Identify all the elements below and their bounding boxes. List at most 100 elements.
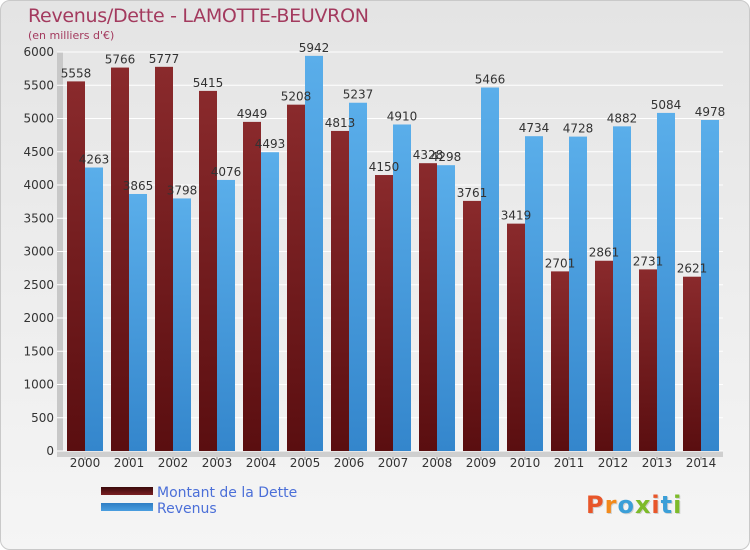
bar-label-dette: 4328 <box>413 148 444 162</box>
bar-label-revenus: 5237 <box>343 88 374 102</box>
bar-dette <box>375 175 393 451</box>
y-tick-label: 2000 <box>23 311 54 325</box>
logo-letter: o <box>617 491 635 519</box>
bar-value-labels: 5558 4263 5766 3865 5777 3798 5415 4076 4949 4493… <box>61 41 726 276</box>
bar-dette <box>683 276 701 451</box>
bar-revenus <box>569 136 587 451</box>
proxiti-logo: Proxiti <box>586 491 682 519</box>
bar-revenus <box>129 193 147 452</box>
bar-dette <box>507 223 525 451</box>
bar-dette <box>287 104 305 451</box>
bar-label-dette: 3419 <box>501 209 532 223</box>
x-axis: 2000 2001 2002 2003 2004 2005 2006 2007 2008 2009… <box>70 456 717 470</box>
bar-label-dette: 5766 <box>105 53 136 67</box>
y-tick-label: 0 <box>46 444 54 458</box>
bar-label-revenus: 5942 <box>299 41 330 55</box>
x-tick-label: 2005 <box>290 456 321 470</box>
bar-label-dette: 2731 <box>633 254 664 268</box>
logo-letter: r <box>604 491 618 519</box>
y-tick-label: 3500 <box>23 211 54 225</box>
bar-label-revenus: 4493 <box>255 137 286 151</box>
bar-revenus <box>173 198 191 451</box>
bar-dette <box>199 90 217 451</box>
bar-label-dette: 3761 <box>457 186 488 200</box>
bar-label-revenus: 4263 <box>79 153 110 167</box>
logo-letter: i <box>673 491 683 519</box>
bar-label-revenus: 5084 <box>651 98 682 112</box>
logo-letter: x <box>634 491 652 519</box>
bar-revenus <box>85 167 103 451</box>
x-tick-label: 2003 <box>202 456 233 470</box>
bar-label-dette: 5415 <box>193 76 224 90</box>
logo-letter: P <box>586 491 605 519</box>
x-tick-label: 2011 <box>554 456 585 470</box>
bar-label-dette: 2621 <box>677 262 708 276</box>
x-tick-label: 2004 <box>246 456 277 470</box>
x-tick-label: 2007 <box>378 456 409 470</box>
bar-label-revenus: 4076 <box>211 165 242 179</box>
bar-revenus <box>613 126 631 452</box>
x-tick-label: 2000 <box>70 456 101 470</box>
bar-dette <box>419 163 437 452</box>
bar-revenus <box>657 112 675 451</box>
legend-label-revenus: Revenus <box>157 501 217 517</box>
bar-revenus <box>261 152 279 451</box>
bar-label-dette: 5558 <box>61 66 92 80</box>
legend-label-dette: Montant de la Dette <box>157 485 298 501</box>
x-tick-label: 2010 <box>510 456 541 470</box>
bar-dette <box>67 81 85 451</box>
y-tick-label: 6000 <box>23 45 54 59</box>
x-axis-floor <box>57 451 723 457</box>
bar-label-dette: 4150 <box>369 160 400 174</box>
bar-label-revenus: 4882 <box>607 111 638 125</box>
bar-label-dette: 4813 <box>325 116 356 130</box>
x-tick-label: 2001 <box>114 456 145 470</box>
bar-dette <box>155 66 173 451</box>
logo-letter: i <box>651 491 661 519</box>
bar-label-revenus: 5466 <box>475 73 506 87</box>
x-tick-label: 2014 <box>686 456 717 470</box>
bar-revenus <box>217 179 235 452</box>
bar-label-dette: 2701 <box>545 256 576 270</box>
bar-label-revenus: 4910 <box>387 109 418 123</box>
x-tick-label: 2002 <box>158 456 189 470</box>
bar-dette <box>463 200 481 451</box>
bar-dette <box>111 67 129 451</box>
bar-label-dette: 4949 <box>237 107 268 121</box>
bar-dette <box>243 121 261 451</box>
y-tick-label: 5000 <box>23 112 54 126</box>
bar-revenus <box>701 119 719 451</box>
bar-dette <box>551 271 569 451</box>
x-tick-label: 2008 <box>422 456 453 470</box>
bar-revenus <box>305 55 323 452</box>
bar-dette <box>595 260 613 451</box>
x-tick-label: 2013 <box>642 456 673 470</box>
chart-subtitle: (en milliers d'€) <box>28 29 115 42</box>
bar-revenus <box>349 102 367 451</box>
y-tick-label: 500 <box>31 411 54 425</box>
logo-letter: t <box>660 491 674 519</box>
bar-label-dette: 5777 <box>149 52 180 66</box>
chart-title: Revenus/Dette - LAMOTTE-BEUVRON <box>28 5 369 27</box>
legend-swatch-dette <box>101 487 153 495</box>
bar-revenus <box>481 87 499 452</box>
x-tick-label: 2009 <box>466 456 497 470</box>
bar-dette <box>639 269 657 451</box>
bar-label-revenus: 4734 <box>519 121 550 135</box>
bar-revenus <box>525 136 543 451</box>
bar-label-dette: 2861 <box>589 246 620 260</box>
bar-label-revenus: 4298 <box>431 150 462 164</box>
bar-dette <box>331 130 349 452</box>
y-tick-label: 4000 <box>23 178 54 192</box>
bar-label-revenus: 3865 <box>123 179 154 193</box>
y-axis-ticks: 0 500 1000 1500 2000 2500 3000 3500 4000 4500 5000… <box>23 45 54 458</box>
y-tick-label: 2500 <box>23 278 54 292</box>
legend-swatch-revenus <box>101 503 153 511</box>
bar-label-revenus: 4978 <box>695 105 726 119</box>
bar-label-revenus: 4728 <box>563 122 594 136</box>
bar-revenus <box>393 124 411 452</box>
bar-label-dette: 5208 <box>281 90 312 104</box>
bar-label-revenus: 3798 <box>167 183 198 197</box>
y-tick-label: 3000 <box>23 245 54 259</box>
